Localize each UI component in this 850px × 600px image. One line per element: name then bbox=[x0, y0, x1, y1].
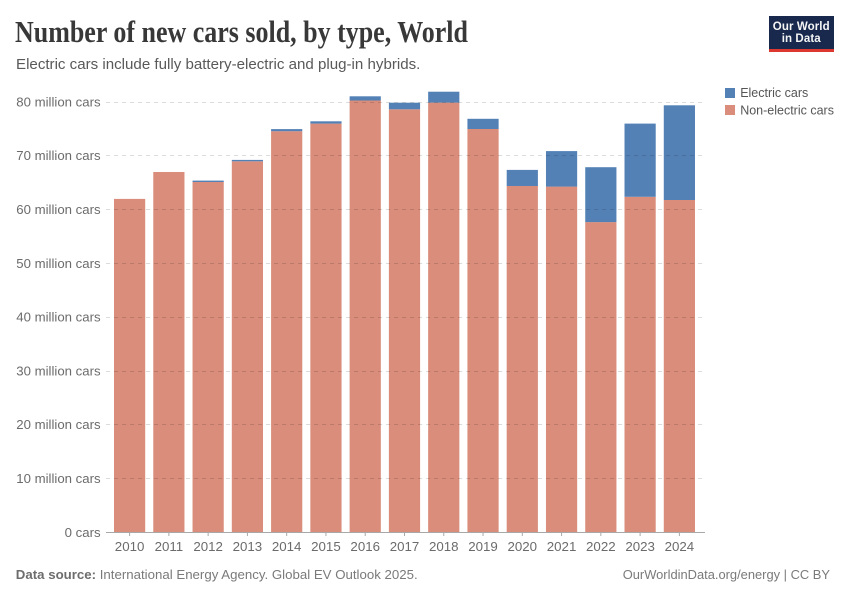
svg-text:10 million cars: 10 million cars bbox=[16, 471, 101, 486]
svg-text:2020: 2020 bbox=[508, 539, 538, 554]
svg-text:40 million cars: 40 million cars bbox=[16, 310, 101, 325]
svg-text:OurWorldinData.org/energy | CC: OurWorldinData.org/energy | CC BY bbox=[623, 567, 831, 582]
svg-text:0 cars: 0 cars bbox=[65, 525, 101, 540]
svg-text:2010: 2010 bbox=[115, 539, 145, 554]
svg-text:80 million cars: 80 million cars bbox=[16, 94, 101, 109]
svg-text:70 million cars: 70 million cars bbox=[16, 148, 101, 163]
svg-text:Data source: International Ene: Data source: International Energy Agency… bbox=[16, 567, 418, 582]
svg-text:2015: 2015 bbox=[311, 539, 341, 554]
svg-text:2021: 2021 bbox=[547, 539, 577, 554]
svg-text:Electric cars: Electric cars bbox=[740, 86, 808, 100]
svg-text:2012: 2012 bbox=[193, 539, 223, 554]
svg-text:2023: 2023 bbox=[625, 539, 655, 554]
svg-text:20 million cars: 20 million cars bbox=[16, 417, 101, 432]
svg-text:30 million cars: 30 million cars bbox=[16, 363, 101, 378]
svg-text:60 million cars: 60 million cars bbox=[16, 202, 101, 217]
svg-text:2011: 2011 bbox=[155, 539, 184, 554]
svg-text:50 million cars: 50 million cars bbox=[16, 256, 101, 271]
svg-text:2013: 2013 bbox=[233, 539, 263, 554]
svg-text:2022: 2022 bbox=[586, 539, 616, 554]
svg-text:2019: 2019 bbox=[468, 539, 498, 554]
svg-text:2017: 2017 bbox=[390, 539, 420, 554]
svg-text:2018: 2018 bbox=[429, 539, 459, 554]
svg-text:2024: 2024 bbox=[665, 539, 695, 554]
svg-text:2014: 2014 bbox=[272, 539, 302, 554]
svg-text:2016: 2016 bbox=[350, 539, 380, 554]
svg-text:Non-electric cars: Non-electric cars bbox=[740, 103, 834, 117]
